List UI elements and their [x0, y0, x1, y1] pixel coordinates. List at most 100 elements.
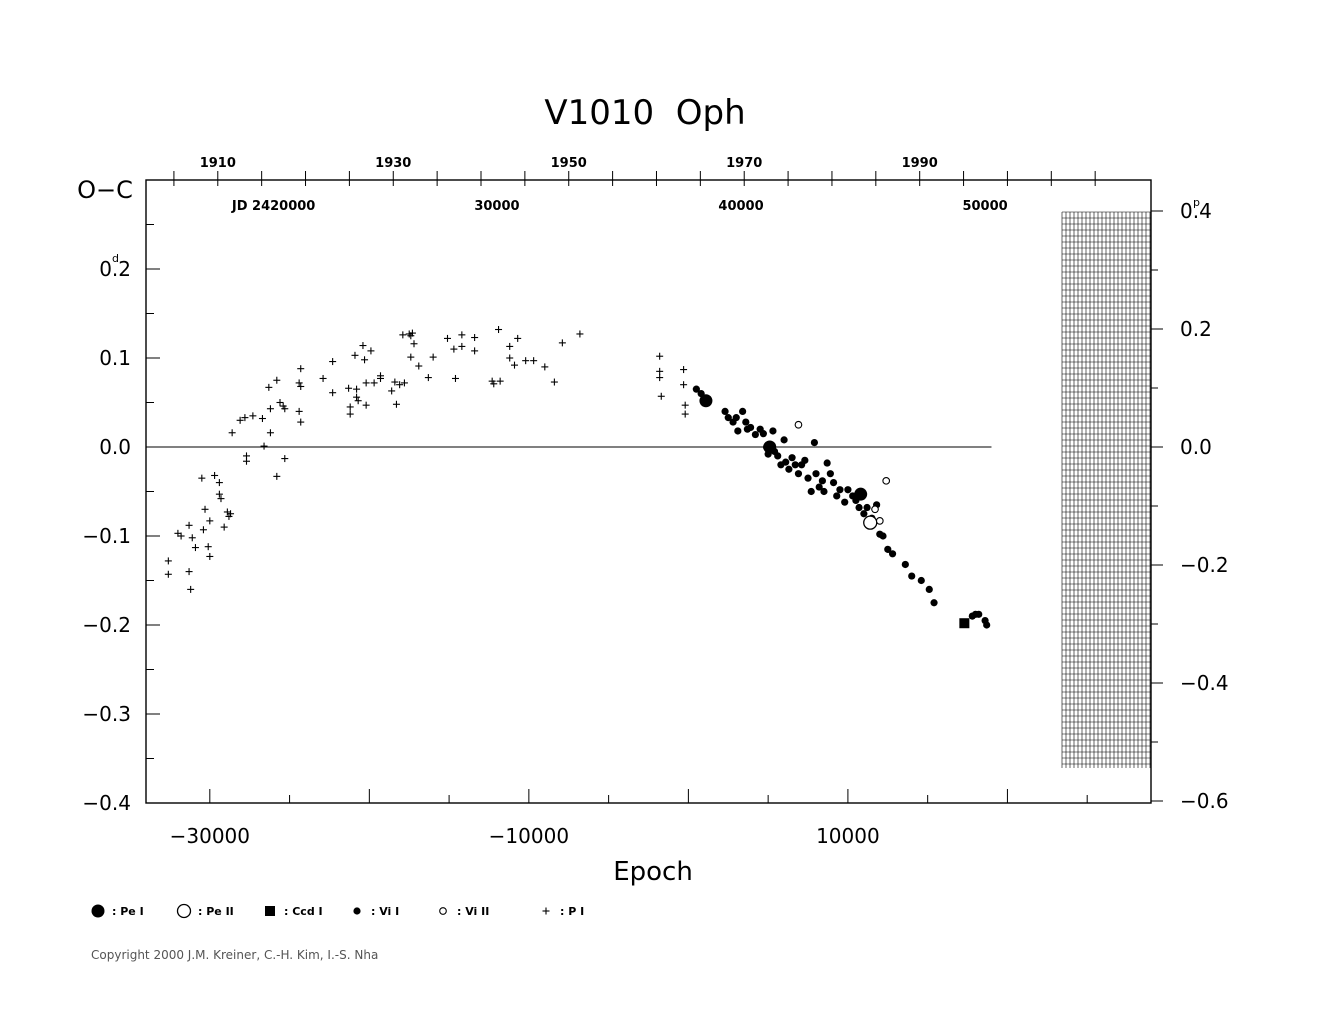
legend-marker [265, 906, 275, 916]
y-tick-label: 0.0 [99, 435, 131, 459]
right-tick-label: 0.4 [1180, 199, 1212, 223]
data-point [281, 455, 289, 463]
y-unit-symbol: d [112, 252, 119, 265]
data-point [759, 430, 767, 438]
data-point [297, 365, 305, 373]
data-point [408, 329, 416, 337]
data-point [273, 376, 281, 384]
data-point [346, 410, 354, 418]
data-point [656, 352, 664, 360]
data-point [407, 353, 415, 361]
data-point [656, 367, 664, 375]
data-point [818, 477, 826, 485]
data-point [863, 503, 871, 512]
data-point [769, 427, 777, 435]
legend-marker [353, 907, 361, 915]
data-point [826, 470, 834, 478]
data-point [345, 384, 353, 392]
data-point [354, 397, 362, 405]
data-point [450, 345, 458, 353]
data-point [699, 394, 713, 408]
data-point [400, 379, 408, 387]
data-point [746, 423, 755, 432]
data-point [187, 585, 195, 593]
top-year-label: 1950 [551, 156, 587, 171]
data-point [860, 510, 868, 518]
y-tick-label: −0.4 [82, 791, 131, 815]
data-point [823, 459, 831, 467]
data-point [185, 568, 193, 576]
data-point [458, 331, 466, 339]
y-tick-label: −0.1 [82, 524, 131, 548]
hatched-region [1061, 211, 1151, 768]
top-jd-label: 30000 [474, 199, 519, 214]
data-point [215, 479, 223, 487]
data-point [377, 374, 384, 382]
legend-marker [91, 904, 105, 918]
data-point [391, 378, 399, 386]
x-tick-label: −30000 [170, 824, 250, 848]
data-point [319, 374, 327, 382]
data-point [807, 487, 815, 496]
data-point [227, 510, 235, 518]
data-point [576, 330, 584, 338]
x-tick-label: 10000 [816, 824, 880, 848]
data-point [844, 486, 852, 494]
data-point [281, 405, 289, 413]
legend-label: : Vi II [457, 905, 489, 918]
data-point [763, 440, 777, 454]
data-point [410, 340, 418, 348]
data-point [812, 470, 820, 478]
data-point [780, 436, 788, 444]
data-point [471, 347, 479, 355]
data-point [879, 532, 887, 540]
data-point [530, 357, 538, 365]
data-point [794, 470, 803, 478]
data-point [496, 377, 504, 385]
data-point [405, 330, 413, 338]
data-point [871, 505, 879, 514]
x-tick-label: −10000 [489, 824, 569, 848]
data-point [249, 412, 257, 420]
top-jd-label: JD 2420000 [231, 199, 315, 214]
data-point [164, 557, 172, 565]
y-tick-label: −0.2 [82, 613, 131, 637]
data-point [429, 353, 437, 361]
data-point [657, 392, 665, 400]
y-tick-label: −0.3 [82, 702, 131, 726]
data-point [351, 351, 359, 359]
legend-label: : Pe II [198, 905, 234, 918]
data-point [295, 407, 303, 415]
data-point [804, 474, 812, 482]
legend-label: : Ccd I [284, 905, 323, 918]
right-unit-symbol: p [1193, 196, 1200, 209]
data-point [925, 585, 933, 594]
data-point [273, 472, 281, 480]
data-point [265, 383, 273, 391]
data-point [424, 374, 432, 382]
data-point [680, 381, 688, 389]
data-point [901, 560, 909, 569]
data-point [399, 331, 407, 339]
data-point [258, 415, 266, 423]
data-point [810, 438, 819, 447]
data-point [514, 334, 522, 342]
data-point [522, 357, 530, 365]
data-point [458, 342, 466, 350]
data-point [392, 400, 400, 408]
data-point [882, 476, 891, 485]
data-point [223, 508, 231, 516]
data-point [201, 505, 209, 513]
data-point [820, 487, 828, 496]
top-jd-label: 50000 [962, 199, 1007, 214]
top-year-label: 1990 [902, 156, 938, 171]
data-point [875, 517, 884, 525]
data-point [794, 420, 803, 429]
data-point [724, 414, 732, 422]
data-point [276, 399, 284, 406]
data-point [236, 416, 244, 424]
data-point [550, 378, 558, 386]
right-tick-label: −0.4 [1180, 671, 1229, 695]
data-point [930, 599, 938, 607]
data-point [451, 374, 459, 382]
